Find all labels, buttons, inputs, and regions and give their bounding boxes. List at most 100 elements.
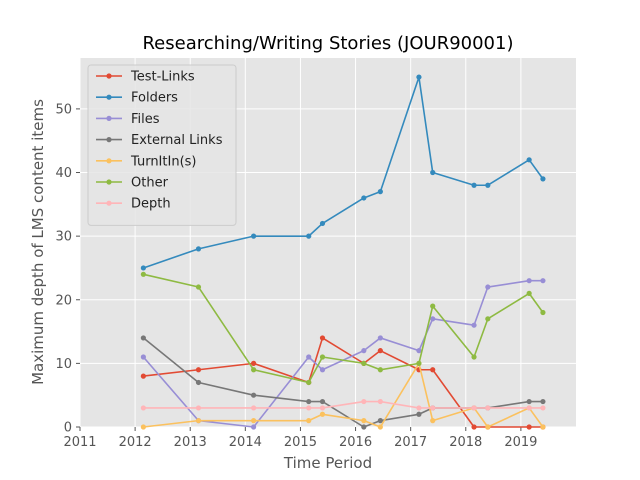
data-point xyxy=(361,424,367,430)
data-point xyxy=(140,405,146,411)
x-tick-label: 2016 xyxy=(339,435,372,450)
y-tick-label: 50 xyxy=(55,102,72,117)
data-point xyxy=(251,367,257,373)
legend-entry: Depth xyxy=(96,197,171,212)
data-point xyxy=(471,322,477,328)
legend-swatch-marker xyxy=(106,137,112,143)
data-point xyxy=(540,405,546,411)
data-point xyxy=(540,424,546,430)
data-point xyxy=(526,405,532,411)
data-point xyxy=(251,424,257,430)
y-axis-label: Maximum depth of LMS content items xyxy=(29,99,47,385)
data-point xyxy=(526,398,532,405)
data-point xyxy=(540,278,546,284)
data-point xyxy=(319,411,326,417)
data-point xyxy=(195,367,202,373)
legend-entry: External Links xyxy=(96,133,223,148)
data-point xyxy=(319,405,326,411)
x-tick-label: 2017 xyxy=(394,435,427,450)
legend-swatch-marker xyxy=(106,73,112,79)
data-point xyxy=(251,405,257,411)
data-point xyxy=(471,405,477,411)
data-point xyxy=(430,405,436,411)
data-point xyxy=(416,405,422,411)
data-point xyxy=(540,176,546,182)
data-point xyxy=(377,424,383,430)
legend-swatch-marker xyxy=(106,200,112,206)
x-tick-label: 2014 xyxy=(229,435,262,450)
y-tick-label: 10 xyxy=(55,357,72,372)
data-point xyxy=(319,398,326,405)
data-point xyxy=(140,373,146,379)
legend-label: Depth xyxy=(131,197,171,212)
data-point xyxy=(361,398,367,405)
series-group xyxy=(140,74,546,430)
data-point xyxy=(471,354,477,360)
data-point xyxy=(306,418,312,424)
data-point xyxy=(430,367,436,373)
legend-entry: Files xyxy=(96,112,160,127)
legend-label: External Links xyxy=(131,133,223,148)
data-point xyxy=(377,367,383,373)
data-point xyxy=(377,418,383,424)
data-point xyxy=(377,189,383,195)
data-point xyxy=(526,157,532,163)
y-tick-label: 30 xyxy=(55,230,72,245)
x-axis-ticks: 2011 2012 2013 2014 2015 2016 2017 2018 2019 xyxy=(63,427,537,450)
legend-label: Files xyxy=(131,112,160,127)
data-point xyxy=(471,424,477,430)
legend-entry: Other xyxy=(96,176,169,191)
legend-frame xyxy=(87,64,237,226)
data-point xyxy=(471,182,477,188)
legend-entry: TurnItIn(s) xyxy=(96,154,196,169)
x-tick-label: 2015 xyxy=(284,435,317,450)
data-point xyxy=(485,284,491,290)
data-point xyxy=(195,284,202,290)
series-other xyxy=(140,271,546,386)
data-point xyxy=(416,74,422,80)
data-point xyxy=(430,418,436,424)
data-point xyxy=(416,360,422,366)
data-point xyxy=(540,309,546,316)
data-point xyxy=(306,354,312,360)
legend-label: Other xyxy=(131,176,169,191)
data-point xyxy=(319,220,326,227)
legend-label: TurnItIn(s) xyxy=(130,154,196,169)
data-point xyxy=(306,405,312,411)
x-axis-label: Time Period xyxy=(283,454,372,472)
data-point xyxy=(195,246,202,252)
data-point xyxy=(251,418,257,424)
data-point xyxy=(430,303,436,309)
data-point xyxy=(485,424,491,430)
data-point xyxy=(195,405,202,411)
legend-entry: Folders xyxy=(96,91,178,106)
data-point xyxy=(306,233,312,239)
data-point xyxy=(251,233,257,239)
y-tick-label: 0 xyxy=(64,421,72,436)
data-point xyxy=(361,348,367,354)
legend-swatch-marker xyxy=(106,179,112,185)
y-tick-label: 20 xyxy=(55,293,72,308)
x-tick-label: 2013 xyxy=(174,435,207,450)
data-point xyxy=(377,335,383,341)
legend-entry: Test-Links xyxy=(96,70,195,85)
y-axis-ticks: 0 10 20 30 40 50 xyxy=(55,102,80,436)
data-point xyxy=(526,424,532,430)
data-point xyxy=(195,418,202,424)
data-point xyxy=(430,316,436,322)
legend-swatch-marker xyxy=(106,94,112,100)
data-point xyxy=(306,379,312,386)
legend-label: Folders xyxy=(131,91,178,106)
data-point xyxy=(526,278,532,284)
data-point xyxy=(485,316,491,322)
series-files xyxy=(140,278,546,430)
data-point xyxy=(540,398,546,405)
x-tick-label: 2011 xyxy=(63,435,96,450)
data-point xyxy=(416,348,422,354)
data-point xyxy=(319,335,326,341)
data-point xyxy=(140,335,146,341)
series-depth xyxy=(140,398,546,411)
x-tick-label: 2012 xyxy=(119,435,152,450)
chart-title: Researching/Writing Stories (JOUR90001) xyxy=(142,33,513,54)
